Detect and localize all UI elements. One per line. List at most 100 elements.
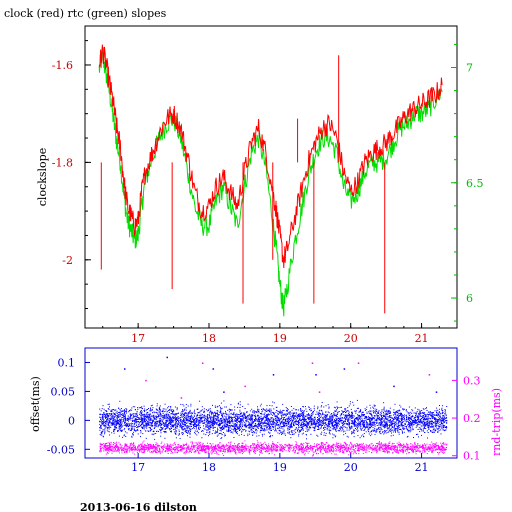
scatter-point-offset [436,419,438,421]
scatter-point-offset [353,404,355,406]
scatter-point-offset [335,419,337,421]
scatter-point-offset [172,416,174,418]
scatter-point-offset [351,427,353,429]
scatter-point-offset [389,407,391,409]
scatter-point-offset [178,433,180,435]
scatter-point-offset [270,410,272,412]
scatter-point-offset [179,424,181,426]
scatter-point-offset [248,418,250,420]
scatter-point-offset [379,414,381,416]
scatter-point-offset [382,431,384,433]
scatter-point-offset [431,424,433,426]
scatter-point-offset [188,415,190,417]
scatter-point-offset [240,413,242,415]
scatter-point-offset [387,419,389,421]
scatter-point-offset [383,408,385,410]
scatter-point-offset [224,419,226,421]
scatter-point-offset [244,423,246,425]
scatter-point-offset [309,426,311,428]
scatter-point-offset [399,414,401,416]
scatter-point-offset [120,409,122,411]
scatter-point-offset [127,415,129,417]
scatter-point-offset [122,436,124,438]
scatter-point-offset [283,414,285,416]
scatter-point-offset [99,413,101,415]
scatter-point-offset [211,417,213,419]
scatter-point-offset [301,410,303,412]
scatter-point-offset [334,420,336,422]
scatter-point-offset [113,413,115,414]
scatter-point-offset [386,419,388,421]
scatter-point-offset [195,428,197,430]
scatter-point-offset [282,420,284,422]
scatter-point-offset [300,411,302,412]
scatter-point-offset [210,412,212,414]
scatter-point-offset [342,417,343,419]
scatter-point-offset [135,414,137,416]
scatter-point-offset [125,417,126,419]
scatter-point-offset [116,412,118,414]
scatter-point-offset [280,414,282,416]
scatter-point-offset [151,409,153,411]
scatter-point-offset [371,414,372,416]
scatter-point-offset [174,414,176,416]
scatter-point-offset [413,421,415,423]
scatter-point-offset [338,411,340,412]
scatter-point-offset [378,429,380,431]
scatter-point-offset [207,410,209,411]
scatter-point-offset [383,430,385,432]
scatter-point-offset [102,405,104,407]
scatter-point-offset [185,421,186,423]
scatter-point-offset [167,414,169,416]
scatter-point-offset [226,429,228,431]
scatter-point-offset [435,429,437,431]
scatter-point-offset [145,419,147,421]
scatter-point-offset [244,424,246,426]
scatter-point-offset [113,432,115,434]
scatter-point-offset [268,432,270,434]
scatter-point-offset [102,419,104,421]
scatter-point-offset [161,428,163,430]
scatter-point-offset [146,415,148,417]
scatter-point-offset [161,419,163,421]
scatter-point-offset [235,424,237,425]
scatter-point-offset [290,418,292,420]
scatter-point-offset [185,430,187,431]
scatter-point-offset [391,423,393,425]
scatter-point-offset [157,426,159,428]
scatter-point-offset [225,414,227,416]
scatter-point-offset [424,423,426,425]
scatter-point-offset [409,425,410,427]
scatter-point-offset [366,423,368,425]
scatter-point-offset [305,418,307,420]
scatter-point-offset [381,409,383,411]
scatter-point-offset [197,412,199,414]
scatter-point-offset [221,407,223,409]
scatter-point-offset [106,415,108,417]
scatter-point-offset [106,410,108,412]
scatter-point-offset [154,421,156,423]
scatter-point-offset [127,428,129,430]
scatter-point-offset [218,421,220,423]
scatter-point-offset [441,419,443,421]
scatter-point-offset [361,429,363,431]
scatter-point-offset [339,428,341,430]
scatter-point-offset [149,428,151,430]
scatter-point-offset [293,408,295,410]
scatter-point-offset [310,422,312,424]
scatter-point-offset [418,415,420,417]
scatter-point-offset [264,419,266,421]
scatter-point-offset [182,432,184,434]
scatter-point-offset [160,424,162,426]
scatter-point-offset [120,420,122,422]
scatter-point-offset [244,429,246,430]
scatter-point-offset [377,422,379,424]
scatter-point-offset [147,430,149,432]
scatter-point-offset [214,405,216,407]
scatter-point-offset [250,429,252,430]
scatter-point-offset [421,421,423,423]
scatter-point-offset [138,418,140,420]
scatter-point-offset [163,416,165,418]
scatter-point-offset [165,417,167,419]
scatter-point-offset [189,417,191,419]
